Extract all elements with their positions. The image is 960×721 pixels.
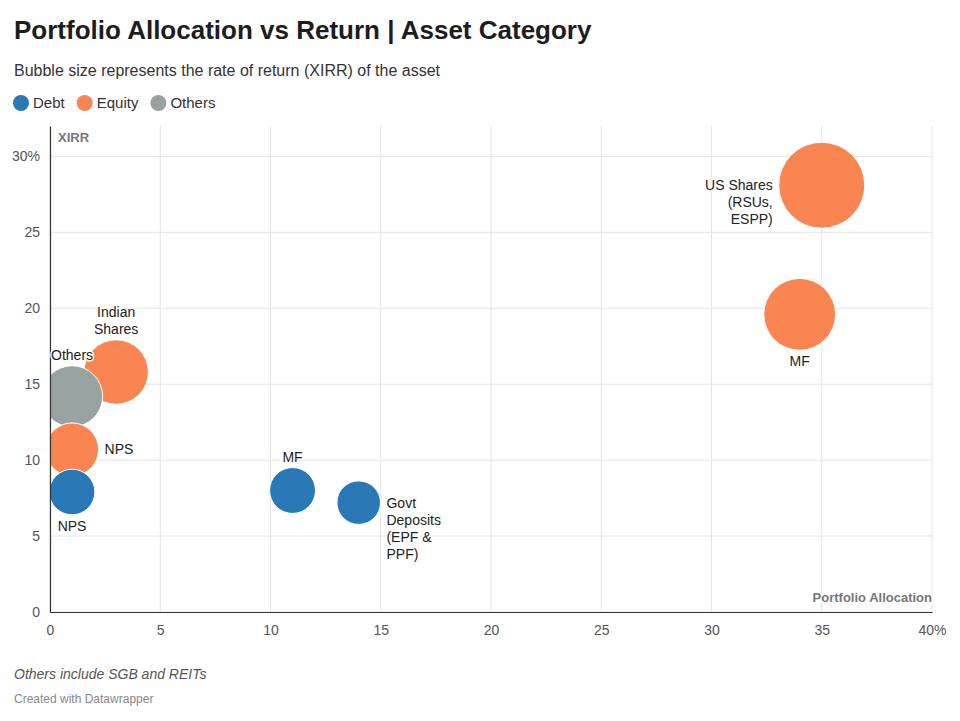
bubble: [270, 468, 316, 514]
chart: Portfolio Allocation vs Return | Asset C…: [0, 0, 960, 721]
y-tick: 25: [24, 224, 50, 240]
y-tick: 15: [24, 376, 50, 392]
bubble: [50, 423, 99, 476]
x-axis-line: [51, 612, 933, 613]
legend-label: Debt: [33, 94, 66, 111]
y-tick-label: 15: [24, 376, 40, 392]
y-axis-line: [50, 127, 51, 613]
grid-line-x: [50, 126, 51, 612]
x-tick-label: 5: [157, 622, 165, 638]
point-label: NPS: [105, 441, 134, 457]
point-label: Indian: [97, 304, 135, 320]
point-label: PPF): [386, 546, 418, 562]
point-label: MF: [282, 449, 302, 465]
x-axis-title: Portfolio Allocation: [813, 590, 932, 605]
subtitle: Bubble size represents the rate of retur…: [14, 62, 441, 79]
y-tick: 0: [32, 604, 50, 620]
bubble: [337, 481, 381, 525]
y-tick: 10: [24, 452, 50, 468]
x-tick-label: 0: [47, 622, 55, 638]
legend-swatch: [13, 95, 29, 111]
y-tick: 20: [24, 300, 50, 316]
x-tick: 30: [704, 612, 720, 638]
x-axis: 0 5 10 15 20 25 30 35 40%: [47, 612, 947, 638]
legend-swatch: [150, 95, 166, 111]
point-label: MF: [790, 353, 810, 369]
x-tick-label: 35: [814, 622, 830, 638]
legend-label: Equity: [97, 94, 139, 111]
y-axis-title: XIRR: [58, 130, 90, 145]
y-tick-label: 5: [32, 528, 40, 544]
legend: Debt Equity Others: [13, 94, 215, 111]
point-labels: NPS MF GovtDeposits(EPF &PPF) IndianShares N…: [51, 177, 810, 561]
x-tick: 25: [594, 612, 610, 638]
y-tick: 30%: [12, 148, 50, 164]
grid-line-x: [491, 126, 492, 612]
point-label: Deposits: [386, 512, 440, 528]
point-label: US Shares: [705, 177, 773, 193]
x-tick-label: 30: [704, 622, 720, 638]
grid-line-x: [601, 126, 602, 612]
grid-line-x: [711, 126, 712, 612]
y-tick: 5: [32, 528, 50, 544]
y-axis: 0 5 10 15 20 25 30%: [12, 127, 51, 620]
grid-line-x: [160, 126, 161, 612]
x-tick: 0: [47, 612, 55, 638]
credit: Created with Datawrapper: [14, 692, 153, 706]
point-label: (EPF &: [386, 529, 432, 545]
legend-swatch: [77, 95, 93, 111]
grid-line-x: [380, 126, 381, 612]
x-tick: 20: [484, 612, 500, 638]
x-tick: 35: [814, 612, 830, 638]
point-label: (RSUs,: [728, 194, 773, 210]
y-tick-label: 30%: [12, 148, 40, 164]
x-tick-label: 20: [484, 622, 500, 638]
x-tick: 15: [373, 612, 389, 638]
grid: [50, 126, 932, 612]
point-label: NPS: [58, 518, 87, 534]
grid-line-x: [932, 126, 933, 612]
bubble: [50, 366, 103, 427]
x-tick: 5: [157, 612, 165, 638]
x-tick-label: 15: [373, 622, 389, 638]
bubble: [779, 142, 865, 228]
point-label: Govt: [386, 495, 416, 511]
note: Others include SGB and REITs: [14, 666, 206, 682]
y-tick-label: 0: [32, 604, 40, 620]
y-tick-label: 20: [24, 300, 40, 316]
title: Portfolio Allocation vs Return | Asset C…: [14, 15, 592, 45]
point-label: ESPP): [731, 211, 773, 227]
grid-line-x: [270, 126, 271, 612]
x-tick-label: 40%: [918, 622, 946, 638]
x-tick: 10: [263, 612, 279, 638]
x-tick-label: 25: [594, 622, 610, 638]
bubbles: [50, 142, 865, 524]
bubble: [50, 469, 95, 515]
x-tick: 40%: [918, 612, 946, 638]
x-tick-label: 10: [263, 622, 279, 638]
bubble: [764, 278, 836, 350]
y-tick-label: 25: [24, 224, 40, 240]
point-label: Shares: [94, 321, 138, 337]
y-tick-label: 10: [24, 452, 40, 468]
point-label: Others: [51, 347, 93, 363]
legend-label: Others: [170, 94, 215, 111]
